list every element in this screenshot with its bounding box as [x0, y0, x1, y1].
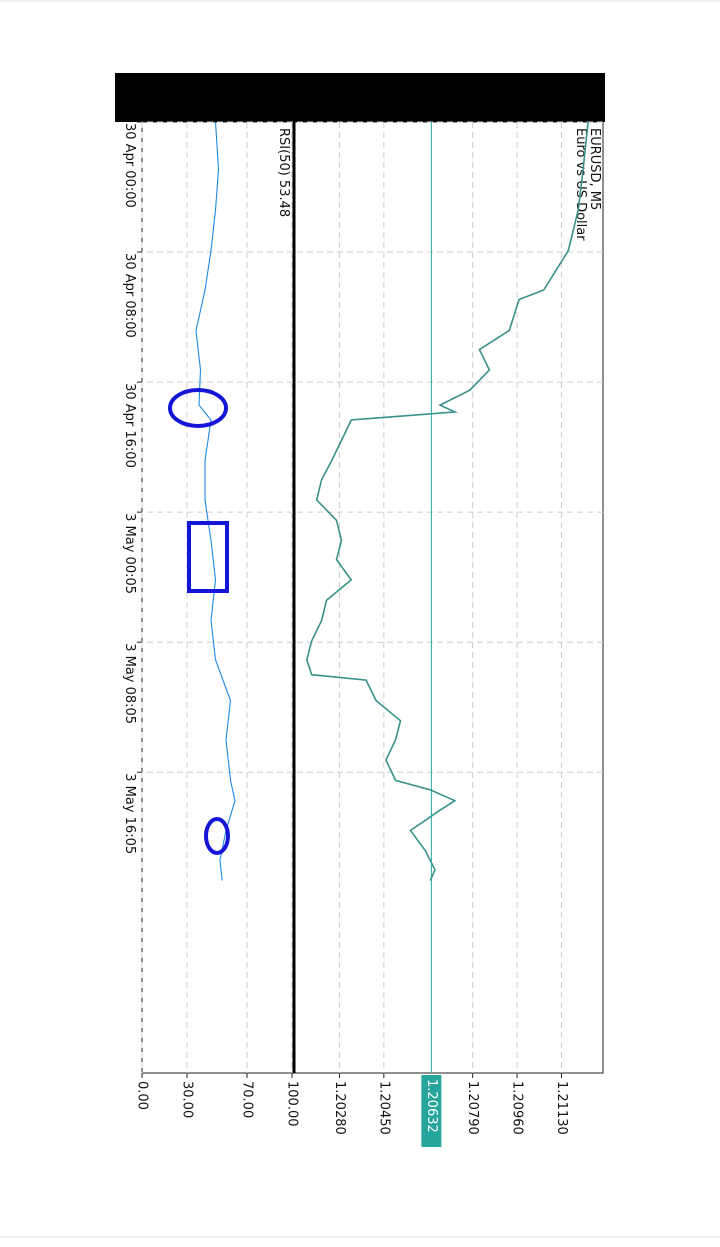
y-tick-label: 100.00 [285, 1081, 300, 1127]
price-line [195, 121, 236, 881]
y-tick-label: 1.20450 [376, 1081, 391, 1135]
chart-title: EURUSD, M5 [587, 128, 602, 210]
y-tick-label: 1.20280 [332, 1081, 347, 1135]
highlight-ellipse [204, 817, 230, 855]
x-tick-label: 3 May 08:05 [122, 643, 137, 724]
chart: EURUSD, M5 Euro vs US Dollar RSI(50) 53.… [122, 121, 604, 1147]
toolbar [115, 73, 605, 122]
x-tick-label: 30 Apr 00:00 [122, 123, 137, 208]
current-price-tag [421, 1075, 442, 1147]
annotations [168, 388, 230, 855]
x-tick-label: 3 May 00:05 [122, 513, 137, 594]
y-tick-label: 70.00 [240, 1081, 255, 1118]
y-tick-label: 1.20790 [465, 1081, 480, 1135]
indicator-title: RSI(50) 53.48 [276, 128, 291, 217]
x-tick-label: 30 Apr 16:00 [122, 383, 137, 468]
y-tick-label: 0.00 [135, 1081, 150, 1110]
price-line [305, 121, 589, 881]
y-tick-label: 1.21130 [554, 1081, 569, 1135]
y-tick-label: 30.00 [180, 1081, 195, 1118]
x-tick-label: 30 Apr 08:00 [122, 253, 137, 338]
highlight-box [187, 521, 229, 593]
y-tick-label: 1.20960 [510, 1081, 525, 1135]
current-price-label: 1.20632 [424, 1079, 439, 1133]
highlight-ellipse [168, 388, 228, 428]
chart-border [141, 121, 604, 1074]
x-tick-label: 3 May 16:05 [122, 773, 137, 854]
